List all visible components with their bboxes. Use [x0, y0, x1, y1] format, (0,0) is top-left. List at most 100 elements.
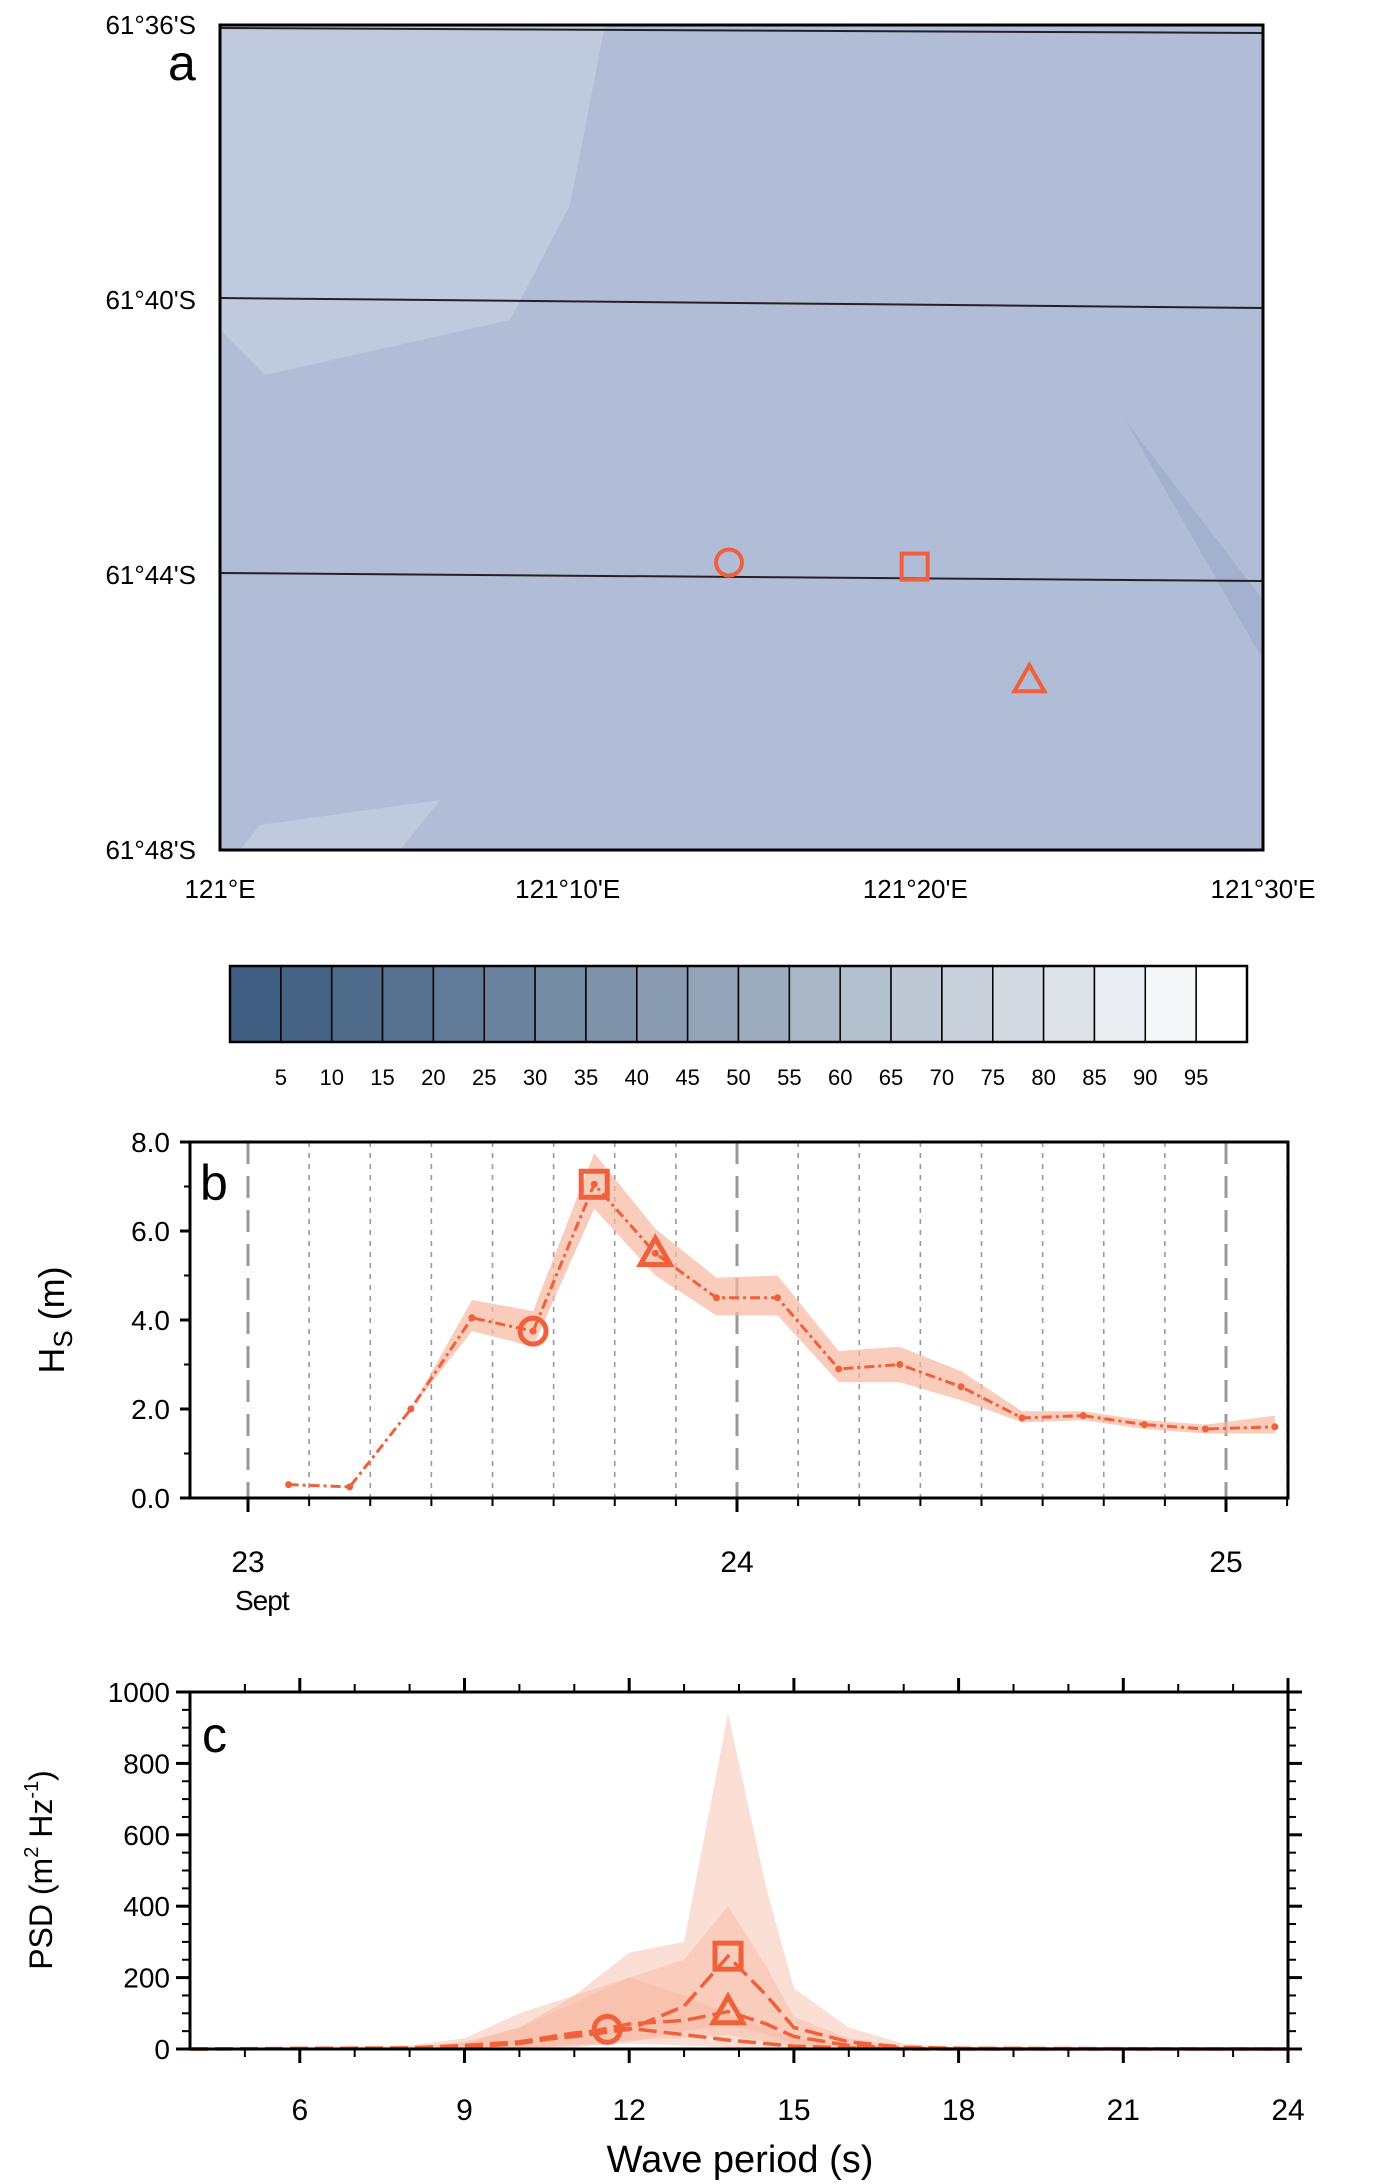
colorbar-label: 90: [1133, 1065, 1157, 1090]
colorbar-box: [432, 965, 485, 1043]
psd-marker-triangle: [708, 1991, 748, 2026]
panel-b-chart: 0.0 2.0 4.0 6.0 8.0 23 24 25 Sept b HS (m): [31, 1127, 1290, 1616]
panel-c-y-tick-label: 600: [123, 1820, 170, 1851]
psd-marker-square: [712, 1940, 744, 1972]
colorbar-label: 75: [981, 1065, 1005, 1090]
panel-b-x-tick-label: 23: [231, 1546, 264, 1579]
colorbar-label: 60: [828, 1065, 852, 1090]
panel-b-x-ticks: 23 24 25: [231, 1498, 1289, 1579]
hs-data-point: [590, 1180, 598, 1188]
panel-c-y-ticks: 0 200 400 600 800 1000: [108, 1677, 1302, 2065]
colorbar-labels: 5 10 15 20 25 30 35 40 45 50 55 60 65 70 75 80 85 90 95: [275, 1065, 1209, 1090]
colorbar-label: 85: [1082, 1065, 1106, 1090]
hs-data-point: [468, 1314, 476, 1322]
hs-series-points: [285, 1180, 1279, 1491]
map-marker-circle: [713, 547, 744, 578]
hs-ylabel-main: H: [31, 1348, 72, 1374]
hs-data-point: [1271, 1423, 1279, 1431]
panel-b-y-label: HS (m): [31, 1266, 78, 1373]
colorbar-label: 95: [1184, 1065, 1208, 1090]
panel-c-y-tick-label: 800: [123, 1748, 170, 1779]
psd-ylabel-mid: Hz: [23, 1799, 59, 1847]
map-dark-region: [1125, 420, 1263, 660]
psd-ylabel-text: PSD (m: [23, 1858, 59, 1970]
colorbar-label: 15: [370, 1065, 394, 1090]
colorbar-label: 80: [1031, 1065, 1055, 1090]
hs-data-point: [896, 1361, 904, 1368]
map-lat-tick-label: 61°36'S: [105, 10, 196, 40]
colorbar-box: [788, 965, 841, 1043]
hs-data-point: [1079, 1412, 1087, 1420]
map-lat-tick-label: 61°48'S: [105, 835, 196, 865]
panel-c-chart: 6 9 12 15 18 21 24 0 200 400 600 800 1000 c Wave pe…: [21, 1677, 1305, 2181]
map-frame: [218, 23, 1265, 852]
hs-data-point: [1201, 1425, 1209, 1433]
panel-b-y-tick-label: 8.0: [131, 1127, 170, 1158]
panel-b-x-tick-label: 24: [720, 1546, 753, 1579]
psd-band-triangle: [190, 1906, 1288, 2049]
colorbar-box: [737, 965, 791, 1043]
map-contour-line: [219, 572, 1264, 582]
hs-data-point: [1018, 1414, 1026, 1422]
hs-data-point: [957, 1383, 965, 1391]
panel-c-x-tick-label: 21: [1107, 2094, 1140, 2127]
panel-a-map: a 61°36'S61°40'S61°44'S61°48'S 121°E 121°…: [105, 10, 1315, 904]
panel-b-frame: [188, 1140, 1290, 1500]
psd-band-circle: [190, 1977, 1288, 2049]
hs-data-point: [529, 1327, 537, 1335]
colorbar-label: 30: [523, 1065, 547, 1090]
panel-b-y-tick-label: 4.0: [131, 1305, 170, 1336]
hs-data-point: [346, 1483, 354, 1491]
hs-markers: [517, 1168, 675, 1347]
colorbar-box: [992, 965, 1045, 1043]
map-latitude-ticks: 61°36'S 61°40'S 61°44'S 61°48'S: [105, 10, 196, 865]
map-light-region: [220, 25, 605, 375]
panel-c-x-ticks: 6 9 12 15 18 21 24: [243, 1678, 1305, 2127]
panel-b-x-sublabel: Sept: [235, 1585, 290, 1616]
colorbar-box: [330, 965, 384, 1043]
panel-c-y-label: PSD (m2 Hz-1): [21, 1770, 59, 1970]
colorbar-boxes: [228, 964, 1249, 1044]
map-lon-tick-label: 121°E: [184, 874, 255, 904]
hs-data-point: [651, 1249, 659, 1257]
psd-ylabel-end: ): [23, 1770, 59, 1781]
colorbar-label: 5: [275, 1065, 287, 1090]
map-lat-tick-label: 61°44'S: [105, 560, 196, 590]
colorbar-box: [229, 965, 282, 1043]
colorbar-box: [1093, 965, 1147, 1043]
colorbar-frame: [228, 964, 1249, 1044]
panel-c-label: c: [202, 1707, 227, 1763]
colorbar-box: [585, 965, 638, 1043]
colorbar-box: [1042, 965, 1096, 1043]
hs-data-point: [835, 1365, 843, 1373]
psd-markers: [591, 1940, 748, 2045]
colorbar-box: [890, 965, 943, 1043]
map-contour-line: [219, 27, 1264, 34]
colorbar-box: [280, 965, 333, 1043]
panel-a-label: a: [168, 35, 196, 91]
colorbar-box: [1144, 965, 1197, 1043]
panel-b-y-ticks: 0.0 2.0 4.0 6.0 8.0: [131, 1127, 190, 1514]
panel-c-x-tick-label: 24: [1271, 2094, 1304, 2127]
colorbar-box: [686, 965, 740, 1043]
psd-uncertainty-bands: [190, 1713, 1288, 2049]
panel-c-y-tick-label: 0: [154, 2034, 170, 2065]
panel-b-y-tick-label: 6.0: [131, 1216, 170, 1247]
hs-data-point: [712, 1294, 720, 1302]
hs-ylabel-sub: S: [48, 1330, 78, 1347]
map-lon-tick-label: 121°10'E: [515, 874, 620, 904]
hs-data-point: [407, 1405, 415, 1413]
map-lon-tick-label: 121°20'E: [863, 874, 968, 904]
panel-b-x-tick-label: 25: [1209, 1546, 1242, 1579]
colorbar-label: 40: [625, 1065, 649, 1090]
map-light-region-bottom: [240, 800, 440, 850]
map-longitude-ticks: 121°E 121°10'E 121°20'E 121°30'E: [184, 874, 1315, 904]
colorbar-label: 70: [930, 1065, 954, 1090]
colorbar-box: [534, 965, 587, 1043]
panel-c-x-tick-label: 15: [777, 2094, 810, 2127]
colorbar-box: [381, 965, 435, 1043]
map-marker-square: [899, 551, 930, 582]
hs-marker-square: [578, 1168, 610, 1200]
panel-b-grid: [246, 1142, 1288, 1498]
